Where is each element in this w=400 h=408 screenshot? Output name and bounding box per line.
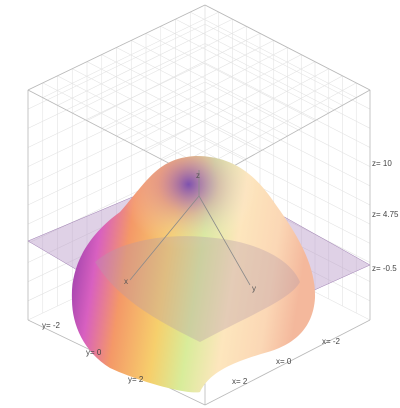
y-axis-label: y — [252, 284, 256, 293]
y-ticks: y= -2 y= 0 y= 2 — [42, 321, 144, 384]
y-tick-label: y= 0 — [86, 348, 102, 357]
inner-axes — [129, 170, 251, 286]
y-tick-label: y= -2 — [42, 321, 61, 330]
z-tick-label: z= 10 — [372, 159, 392, 168]
z-tick-label: z= 4.75 — [372, 210, 399, 219]
z-tick-label: z= -0.5 — [372, 264, 397, 273]
z-ticks: z= 10 z= 4.75 z= -0.5 — [372, 159, 399, 273]
paraboloid-top-shade — [71, 156, 316, 393]
x-tick-label: x= 0 — [276, 357, 292, 366]
box-edge — [27, 4, 206, 91]
box-edge — [204, 319, 371, 406]
x-tick-label: x= 2 — [232, 377, 248, 386]
box-edge — [204, 4, 371, 91]
grid-line — [190, 11, 357, 98]
x-axis-label: x — [124, 277, 128, 286]
z-axis-label: z — [196, 171, 200, 180]
grid-line — [160, 68, 329, 160]
plane-intersection-band — [95, 236, 300, 342]
grid-line — [175, 75, 343, 167]
x-tick-label: x= -2 — [322, 337, 341, 346]
y-tick-label: y= 2 — [128, 375, 144, 384]
x-ticks: x= -2 x= 0 x= 2 — [232, 337, 341, 386]
